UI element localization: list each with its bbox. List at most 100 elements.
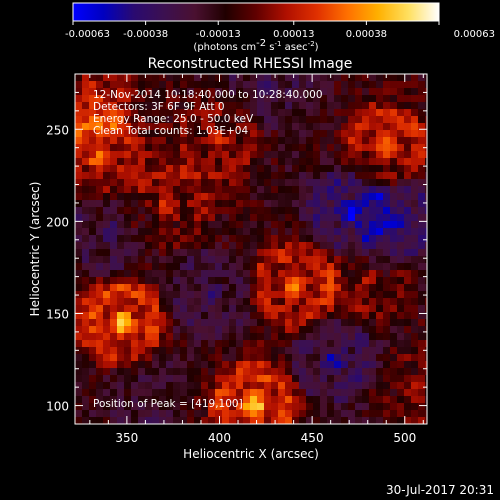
heatmap-cell (278, 382, 286, 390)
heatmap-cell (194, 361, 202, 369)
heatmap-cell (425, 214, 427, 222)
heatmap-cell (320, 137, 328, 145)
heatmap-cell (264, 102, 272, 110)
heatmap-cell (362, 277, 370, 285)
heatmap-cell (236, 214, 244, 222)
heatmap-cell (299, 291, 307, 299)
heatmap-cell (355, 361, 363, 369)
heatmap-cell (110, 74, 118, 82)
heatmap-cell (131, 151, 139, 159)
heatmap-cell (152, 193, 160, 201)
heatmap-cell (159, 186, 167, 194)
heatmap-cell (355, 270, 363, 278)
heatmap-cell (131, 207, 139, 215)
heatmap-cell (299, 417, 307, 424)
heatmap-cell (369, 214, 377, 222)
heatmap-cell (341, 375, 349, 383)
heatmap-cell (341, 137, 349, 145)
heatmap-cell (320, 88, 328, 96)
heatmap-cell (278, 277, 286, 285)
heatmap-cell (131, 137, 139, 145)
heatmap-cell (138, 319, 146, 327)
heatmap-cell (82, 242, 90, 250)
heatmap-cell (215, 333, 223, 341)
heatmap-cell (194, 172, 202, 180)
heatmap-cell (320, 249, 328, 257)
heatmap-cell (166, 158, 174, 166)
heatmap-cell (180, 81, 188, 89)
heatmap-cell (103, 186, 111, 194)
heatmap-cell (327, 109, 335, 117)
heatmap-cell (341, 179, 349, 187)
heatmap-cell (173, 347, 181, 355)
heatmap-cell (292, 221, 300, 229)
heatmap-cell (376, 235, 384, 243)
heatmap-cell (187, 270, 195, 278)
heatmap-cell (348, 81, 356, 89)
heatmap-cell (425, 305, 427, 313)
heatmap-cell (201, 361, 209, 369)
heatmap-cell (341, 326, 349, 334)
heatmap-cell (187, 228, 195, 236)
heatmap-cell (229, 249, 237, 257)
heatmap-cell (243, 403, 251, 411)
heatmap-cell (425, 179, 427, 187)
heatmap-cell (383, 144, 391, 152)
heatmap-cell (327, 312, 335, 320)
heatmap-cell (320, 95, 328, 103)
heatmap-cell (383, 221, 391, 229)
heatmap-cell (292, 130, 300, 138)
heatmap-cell (194, 305, 202, 313)
heatmap-cell (124, 88, 132, 96)
heatmap-cell (369, 284, 377, 292)
heatmap-cell (236, 186, 244, 194)
heatmap-cell (152, 228, 160, 236)
heatmap-cell (75, 116, 83, 124)
heatmap-cell (292, 109, 300, 117)
heatmap-cell (313, 361, 321, 369)
heatmap-cell (383, 277, 391, 285)
heatmap-cell (166, 151, 174, 159)
heatmap-cell (250, 319, 258, 327)
heatmap-cell (376, 298, 384, 306)
heatmap-cell (404, 382, 412, 390)
heatmap-cell (397, 417, 405, 424)
heatmap-cell (145, 214, 153, 222)
heatmap-cell (383, 389, 391, 397)
heatmap-cell (299, 165, 307, 173)
heatmap-cell (159, 151, 167, 159)
heatmap-cell (117, 200, 125, 208)
heatmap-cell (229, 137, 237, 145)
heatmap-cell (75, 74, 83, 82)
heatmap-cell (180, 116, 188, 124)
heatmap-cell (299, 319, 307, 327)
heatmap-cell (425, 235, 427, 243)
colorbar-gradient (72, 2, 440, 22)
heatmap-cell (292, 417, 300, 424)
heatmap-cell (138, 186, 146, 194)
heatmap-cell (236, 256, 244, 264)
heatmap-cell (201, 200, 209, 208)
heatmap-cell (292, 95, 300, 103)
heatmap-cell (271, 165, 279, 173)
heatmap-cell (131, 347, 139, 355)
heatmap-cell (152, 361, 160, 369)
heatmap-cell (418, 347, 426, 355)
heatmap-cell (229, 193, 237, 201)
heatmap-cell (166, 417, 174, 424)
heatmap-cell (236, 179, 244, 187)
heatmap-cell (215, 361, 223, 369)
heatmap-cell (145, 249, 153, 257)
heatmap-cell (327, 256, 335, 264)
heatmap-cell (103, 116, 111, 124)
heatmap-cell (355, 291, 363, 299)
heatmap-cell (397, 214, 405, 222)
heatmap-cell (187, 291, 195, 299)
heatmap-cell (75, 123, 83, 131)
colorbar-unit-label: (photons cm-2 s-1 asec-2) (193, 38, 318, 53)
heatmap-cell (194, 74, 202, 82)
heatmap-cell (404, 298, 412, 306)
heatmap-cell (131, 186, 139, 194)
heatmap-cell (327, 81, 335, 89)
heatmap-cell (313, 340, 321, 348)
